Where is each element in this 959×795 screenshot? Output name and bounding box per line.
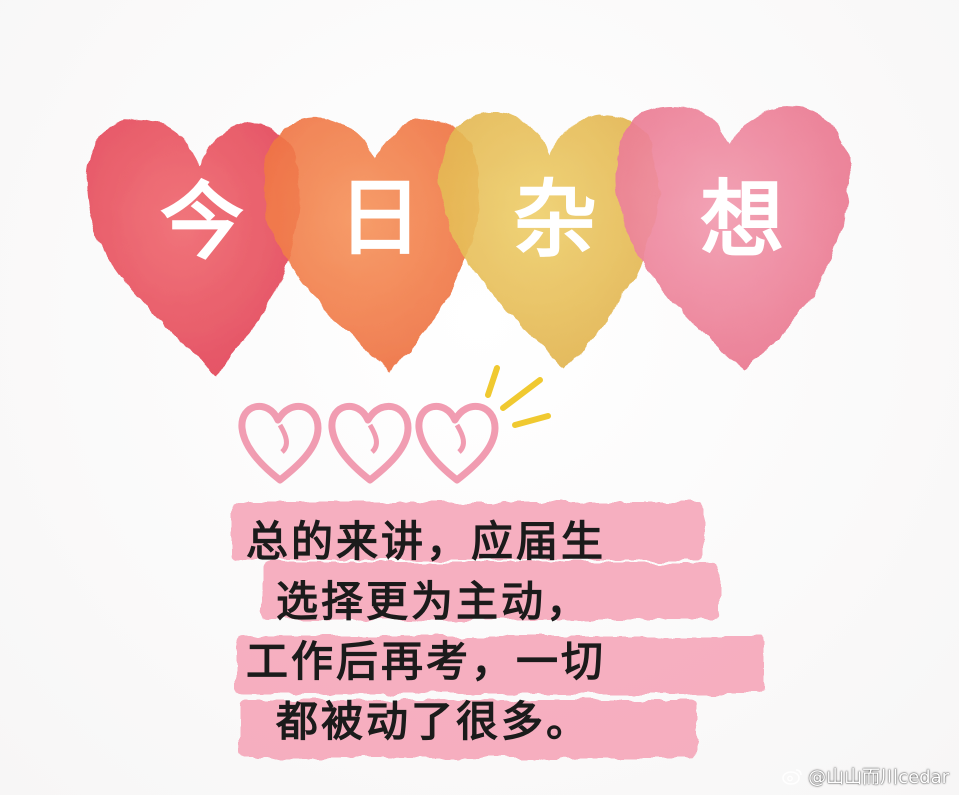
watermark: @山山而川cedar [782,763,949,789]
small-heart-1 [238,402,322,484]
watermark-text: @山山而川cedar [808,767,949,788]
title-char-1: 今 [160,173,244,271]
body-line-1: 总的来讲，应届生 [246,517,607,566]
heart-orange [261,117,481,372]
body-line-3: 工作后再考，一切 [246,637,607,686]
small-heart-3 [415,402,499,484]
heart-red [84,118,300,376]
title-char-2: 日 [338,169,422,267]
body-line-4: 都被动了很多。 [276,697,592,746]
sparkle-lines [485,365,551,428]
body-text: 总的来讲，应届生 选择更为主动， 工作后再考，一切 都被动了很多。 [240,512,720,752]
weibo-icon [782,769,802,785]
small-heart-2 [328,402,412,484]
heart-yellow [440,112,659,368]
title-char-3: 杂 [513,171,597,269]
body-line-2: 选择更为主动， [276,577,592,626]
title-char-4: 想 [700,171,784,269]
heart-pink [614,105,850,372]
highlight-strokes [232,502,766,758]
